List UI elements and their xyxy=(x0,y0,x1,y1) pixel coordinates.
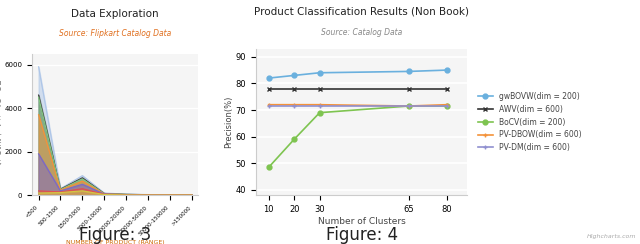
AWV(dim = 600) xyxy=(291,87,298,90)
Text: Highcharts.com: Highcharts.com xyxy=(588,234,637,239)
BoCV(dim = 200) xyxy=(443,105,451,108)
Y-axis label: Precision(%): Precision(%) xyxy=(224,96,233,148)
PV-DM(dim = 600) xyxy=(316,105,323,108)
Line: PV-DBOW(dim = 600): PV-DBOW(dim = 600) xyxy=(266,102,449,109)
BoCV(dim = 200) xyxy=(265,166,273,169)
AWV(dim = 600) xyxy=(316,87,323,90)
Text: Figure: 3: Figure: 3 xyxy=(79,226,151,244)
Line: AWV(dim = 600): AWV(dim = 600) xyxy=(266,86,449,91)
Line: BoCV(dim = 200): BoCV(dim = 200) xyxy=(266,104,449,170)
PV-DM(dim = 600) xyxy=(291,105,298,108)
PV-DM(dim = 600) xyxy=(265,105,273,108)
AWV(dim = 600) xyxy=(443,87,451,90)
X-axis label: NUMBER OF PRODUCT (RANGE): NUMBER OF PRODUCT (RANGE) xyxy=(66,240,164,244)
PV-DBOW(dim = 600) xyxy=(316,103,323,106)
gwBOVW(dim = 200) xyxy=(316,71,323,74)
Legend: gwBOVW(dim = 200), AWV(dim = 600), BoCV(dim = 200), PV-DBOW(dim = 600), PV-DM(di: gwBOVW(dim = 200), AWV(dim = 600), BoCV(… xyxy=(476,90,584,154)
PV-DM(dim = 600) xyxy=(443,105,451,108)
PV-DBOW(dim = 600) xyxy=(443,103,451,106)
Text: Data Exploration: Data Exploration xyxy=(72,9,159,19)
BoCV(dim = 200) xyxy=(405,105,413,108)
PV-DBOW(dim = 600) xyxy=(405,105,413,108)
Line: gwBOVW(dim = 200): gwBOVW(dim = 200) xyxy=(266,68,449,81)
AWV(dim = 600) xyxy=(265,87,273,90)
AWV(dim = 600) xyxy=(405,87,413,90)
Text: Source: Catalog Data: Source: Catalog Data xyxy=(321,28,402,37)
Y-axis label: N
O
.
O
F
 
C
A
.
T
E
G
O
R
Y: N O . O F C A . T E G O R Y xyxy=(0,81,1,168)
Text: Source: Flipkart Catalog Data: Source: Flipkart Catalog Data xyxy=(59,29,172,38)
PV-DM(dim = 600) xyxy=(405,105,413,108)
Text: Figure: 4: Figure: 4 xyxy=(326,226,397,244)
gwBOVW(dim = 200) xyxy=(443,69,451,71)
Text: Product Classification Results (Non Book): Product Classification Results (Non Book… xyxy=(254,6,469,16)
gwBOVW(dim = 200) xyxy=(265,77,273,80)
PV-DBOW(dim = 600) xyxy=(265,103,273,106)
X-axis label: Number of Clusters: Number of Clusters xyxy=(317,217,406,226)
PV-DBOW(dim = 600) xyxy=(291,103,298,106)
gwBOVW(dim = 200) xyxy=(405,70,413,73)
gwBOVW(dim = 200) xyxy=(291,74,298,77)
BoCV(dim = 200) xyxy=(291,138,298,141)
BoCV(dim = 200) xyxy=(316,111,323,114)
Line: PV-DM(dim = 600): PV-DM(dim = 600) xyxy=(266,104,449,109)
